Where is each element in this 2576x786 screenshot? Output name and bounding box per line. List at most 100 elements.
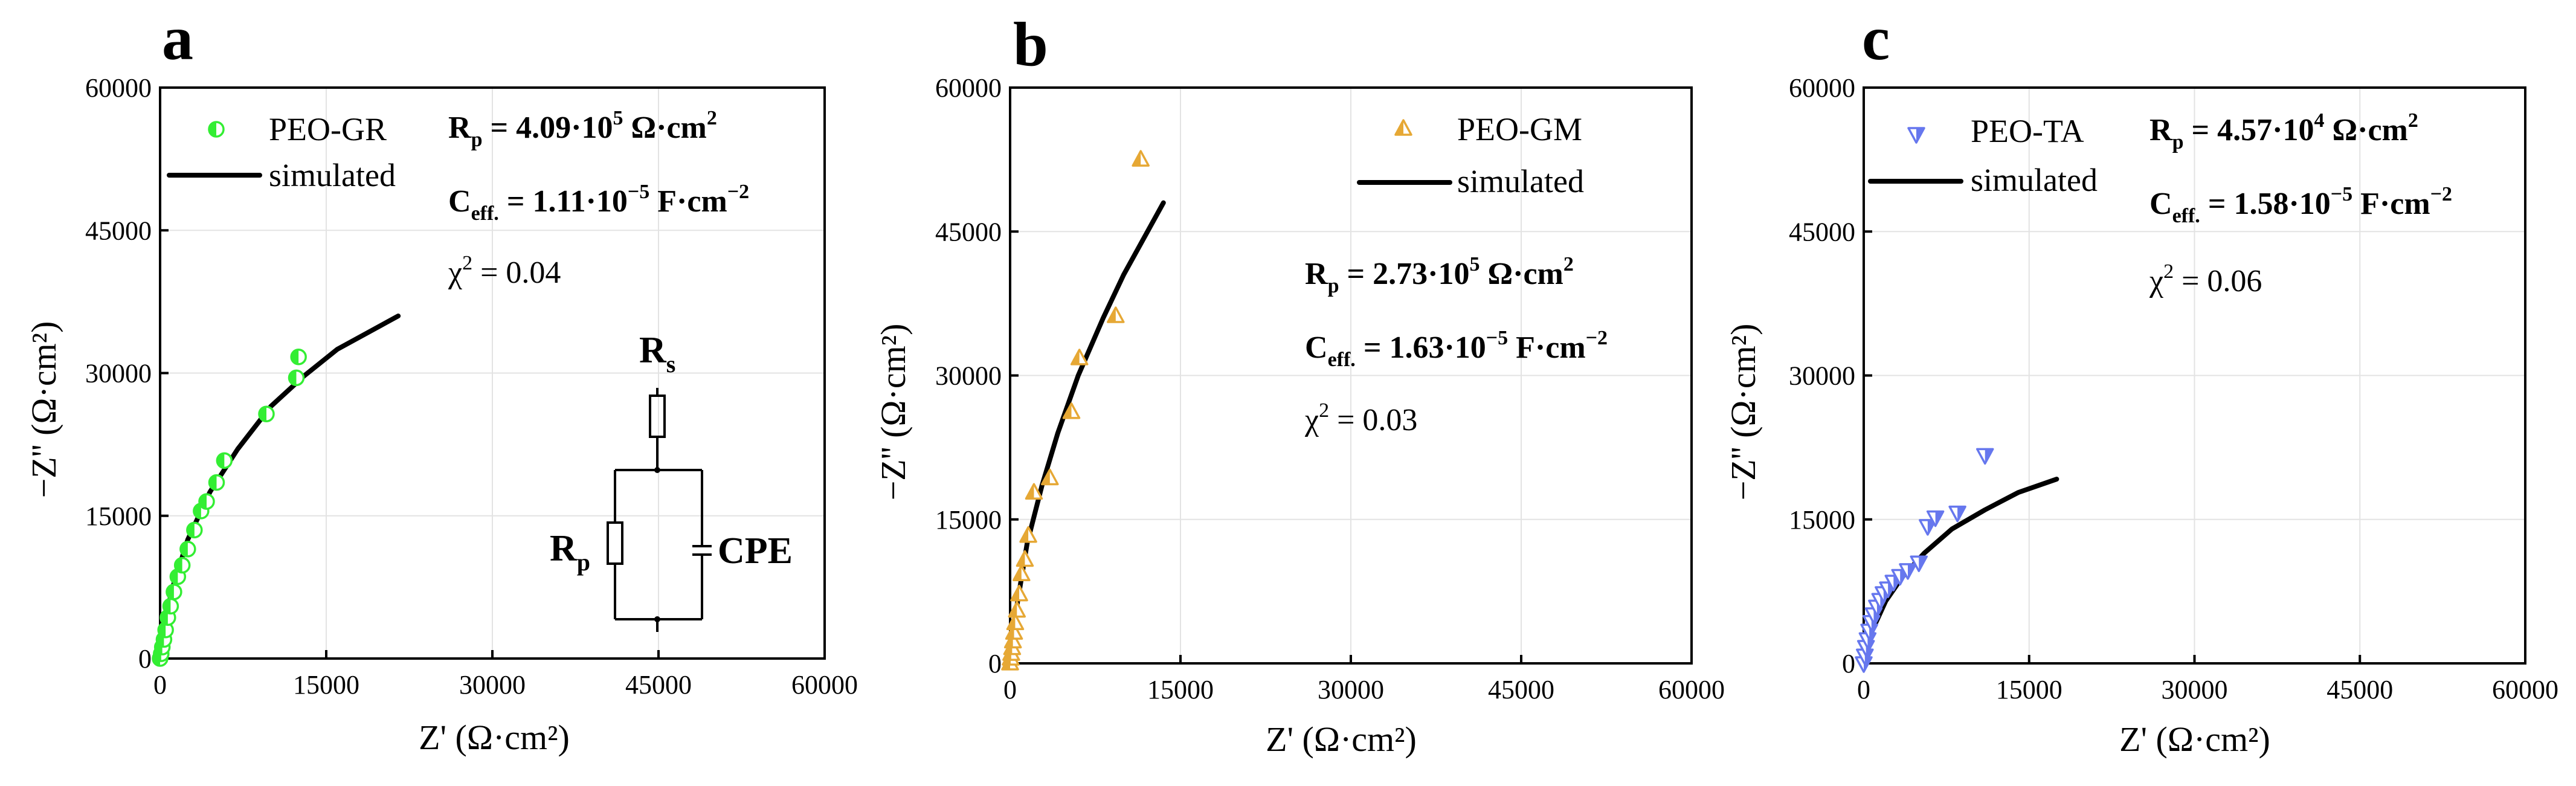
x-axis-title: Z' (Ω·cm²) bbox=[2119, 720, 2270, 759]
annotation-rp: Rp = 4.57·104 Ω·cm2 bbox=[2149, 109, 2418, 153]
x-axis-title: Z' (Ω·cm²) bbox=[419, 718, 570, 757]
y-tick-label: 30000 bbox=[85, 359, 152, 388]
legend-label-data: PEO-GM bbox=[1457, 111, 1582, 147]
y-tick-label: 45000 bbox=[1789, 217, 1855, 246]
annotation-chi2: χ2 = 0.06 bbox=[2149, 260, 2262, 298]
y-axis-title: −Z'' (Ω·cm²) bbox=[1724, 324, 1763, 501]
data-point bbox=[288, 369, 305, 387]
y-tick-label: 15000 bbox=[85, 501, 152, 531]
x-tick-label: 15000 bbox=[1996, 675, 2062, 704]
x-tick-label: 45000 bbox=[1488, 675, 1554, 704]
data-point bbox=[1019, 526, 1037, 543]
y-tick-label: 0 bbox=[988, 649, 1002, 678]
panel-c: c 00 15000 15000 30000 30000 45000 45000 60000 6… bbox=[1724, 4, 2558, 759]
annotation-ceff: Ceff. = 1.58·10−5 F·cm−2 bbox=[2149, 183, 2452, 227]
y-tick-label: 0 bbox=[138, 644, 152, 674]
panel-label-c: c bbox=[1862, 4, 1890, 73]
y-tick-label: 45000 bbox=[935, 217, 1002, 246]
data-point bbox=[290, 348, 307, 366]
data-point bbox=[179, 541, 196, 558]
annotation-block: Rp = 4.09·105 Ω·cm2 Ceff. = 1.11·10−5 F·… bbox=[448, 107, 749, 290]
annotation-ceff: Ceff. = 1.11·10−5 F·cm−2 bbox=[448, 181, 749, 225]
x-tick-label: 15000 bbox=[1147, 675, 1214, 704]
y-tick-label: 60000 bbox=[935, 73, 1002, 103]
annotation-rp: Rp = 2.73·105 Ω·cm2 bbox=[1305, 253, 1574, 297]
data-point bbox=[173, 556, 191, 574]
y-tick-label: 60000 bbox=[1789, 73, 1855, 103]
y-axis-title: −Z'' (Ω·cm²) bbox=[24, 321, 63, 498]
x-tick-label: 60000 bbox=[1658, 675, 1725, 704]
equivalent-circuit-diagram: Rs Rp CPE bbox=[550, 330, 793, 632]
data-point bbox=[162, 598, 179, 615]
legend: PEO-GM simulated bbox=[1357, 111, 1584, 199]
x-tick-label: 60000 bbox=[791, 670, 858, 700]
x-tick-label: 0 bbox=[1003, 675, 1017, 704]
annotation-chi2: χ2 = 0.03 bbox=[1304, 399, 1417, 437]
data-point bbox=[186, 521, 203, 539]
legend-label-simulated: simulated bbox=[1457, 163, 1584, 199]
circuit-label-rp: Rp bbox=[550, 528, 590, 576]
legend-label-data: PEO-GR bbox=[269, 111, 387, 147]
legend: PEO-TA simulated bbox=[1868, 113, 2098, 198]
data-point bbox=[1899, 563, 1917, 580]
y-tick-label: 0 bbox=[1842, 649, 1855, 678]
x-tick-label: 0 bbox=[153, 670, 167, 700]
y-tick-label: 60000 bbox=[85, 73, 152, 103]
data-point bbox=[208, 474, 225, 491]
legend-label-simulated: simulated bbox=[269, 157, 396, 193]
legend-marker-icon bbox=[1394, 119, 1412, 136]
y-tick-label: 15000 bbox=[1789, 505, 1855, 535]
x-tick-label: 0 bbox=[1857, 675, 1870, 704]
data-point bbox=[216, 452, 233, 469]
x-tick-label: 30000 bbox=[2162, 675, 2228, 704]
data-point bbox=[1107, 306, 1125, 323]
y-tick-label: 30000 bbox=[1789, 361, 1855, 391]
x-tick-label: 15000 bbox=[293, 670, 359, 700]
panel-b: b 00 15000 15000 30000 30000 45000 45000 60000 6… bbox=[874, 10, 1725, 759]
legend-marker-icon bbox=[1907, 127, 1925, 144]
data-point bbox=[1008, 601, 1026, 618]
data-point bbox=[1013, 564, 1031, 582]
y-tick-label: 15000 bbox=[935, 505, 1002, 535]
data-point bbox=[166, 584, 182, 601]
data-point bbox=[1948, 505, 1966, 523]
annotation-ceff: Ceff. = 1.63·10−5 F·cm−2 bbox=[1305, 327, 1608, 371]
y-tick-label: 30000 bbox=[935, 361, 1002, 391]
data-point bbox=[258, 405, 275, 422]
y-axis-title: −Z'' (Ω·cm²) bbox=[874, 324, 913, 501]
x-tick-label: 60000 bbox=[2492, 675, 2558, 704]
x-tick-label: 30000 bbox=[1318, 675, 1384, 704]
annotation-rp: Rp = 4.09·105 Ω·cm2 bbox=[448, 107, 717, 151]
panel-label-a: a bbox=[162, 4, 193, 73]
data-point bbox=[1070, 349, 1089, 366]
legend: PEO-GR simulated bbox=[167, 111, 396, 193]
data-point bbox=[157, 622, 174, 639]
annotation-block: Rp = 4.57·104 Ω·cm2 Ceff. = 1.58·10−5 F·… bbox=[2149, 109, 2452, 298]
legend-marker-icon bbox=[208, 121, 225, 138]
x-tick-label: 45000 bbox=[625, 670, 692, 700]
data-point bbox=[1926, 510, 1945, 527]
data-point bbox=[1006, 613, 1025, 631]
data-point bbox=[1025, 483, 1043, 500]
data-point bbox=[1041, 468, 1059, 486]
data-point bbox=[1976, 448, 1994, 465]
circuit-label-rs: Rs bbox=[639, 330, 675, 378]
x-tick-label: 30000 bbox=[459, 670, 526, 700]
resistor-rp-icon bbox=[607, 521, 623, 565]
data-point bbox=[1132, 150, 1150, 167]
data-point bbox=[198, 493, 215, 510]
panel-a: a 00 15000 15000 30000 30000 45000 45000 60000 6… bbox=[24, 4, 858, 757]
x-axis-title: Z' (Ω·cm²) bbox=[1266, 720, 1417, 759]
x-tick-label: 45000 bbox=[2326, 675, 2393, 704]
data-point bbox=[1016, 550, 1034, 567]
circuit-label-cpe: CPE bbox=[718, 530, 793, 572]
annotation-block: Rp = 2.73·105 Ω·cm2 Ceff. = 1.63·10−5 F·… bbox=[1304, 253, 1608, 437]
annotation-chi2: χ2 = 0.04 bbox=[448, 252, 561, 290]
resistor-rs-icon bbox=[649, 395, 666, 438]
legend-label-data: PEO-TA bbox=[1971, 113, 2084, 149]
data-point bbox=[1010, 584, 1028, 602]
data-point bbox=[1062, 402, 1081, 419]
y-tick-label: 45000 bbox=[85, 216, 152, 245]
data-point bbox=[1910, 555, 1928, 572]
